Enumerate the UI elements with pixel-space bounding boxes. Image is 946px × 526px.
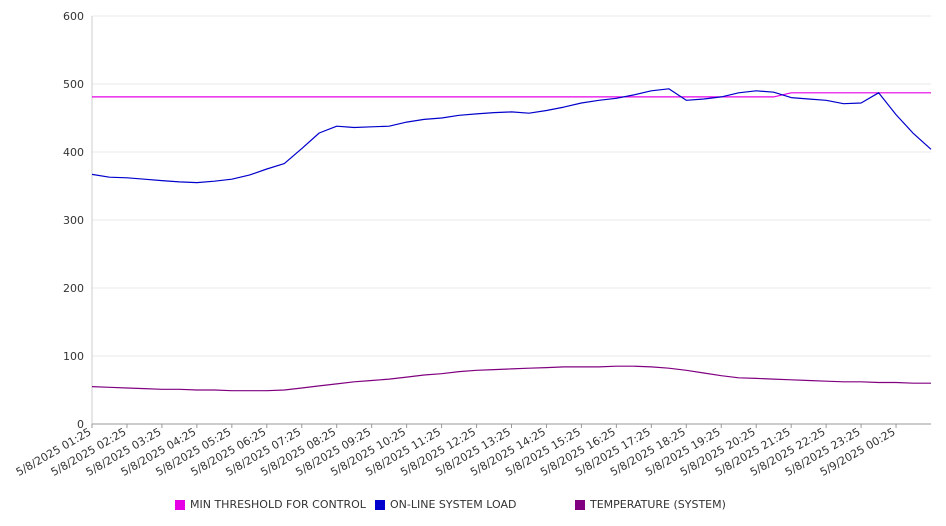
legend-swatch-min-threshold <box>175 499 185 510</box>
y-tick-label: 400 <box>63 146 84 159</box>
legend-item-temperature[interactable]: TEMPERATURE (SYSTEM) <box>575 498 726 511</box>
legend-swatch-temperature <box>575 499 585 510</box>
legend-label-min-threshold: MIN THRESHOLD FOR CONTROL <box>190 498 366 511</box>
y-axis-tick-labels: 0 100 200 300 400 500 600 <box>63 10 84 431</box>
legend: MIN THRESHOLD FOR CONTROL ON-LINE SYSTEM… <box>0 498 946 514</box>
gridlines <box>92 15 931 357</box>
series-line-system-load <box>91 88 932 184</box>
y-tick-label: 100 <box>63 350 84 363</box>
line-chart: 0 100 200 300 400 500 600 5/8/2025 01:255/8/20… <box>14 10 932 479</box>
y-tick-label: 0 <box>77 418 84 431</box>
y-tick-label: 300 <box>63 214 84 227</box>
y-tick-label: 500 <box>63 78 84 91</box>
legend-swatch-system-load <box>375 499 385 510</box>
series-line-temperature <box>91 365 931 392</box>
legend-label-system-load: ON-LINE SYSTEM LOAD <box>390 498 517 511</box>
x-axis-tick-labels: 5/8/2025 01:255/8/2025 02:255/8/2025 03:… <box>14 425 898 479</box>
legend-item-system-load[interactable]: ON-LINE SYSTEM LOAD <box>375 498 516 511</box>
axes <box>91 16 931 428</box>
legend-item-min-threshold[interactable]: MIN THRESHOLD FOR CONTROL <box>175 498 366 511</box>
y-tick-label: 200 <box>63 282 84 295</box>
y-tick-label: 600 <box>63 10 84 23</box>
legend-label-temperature: TEMPERATURE (SYSTEM) <box>590 498 726 511</box>
series-line-min-threshold <box>92 92 931 98</box>
series-lines <box>91 88 932 392</box>
